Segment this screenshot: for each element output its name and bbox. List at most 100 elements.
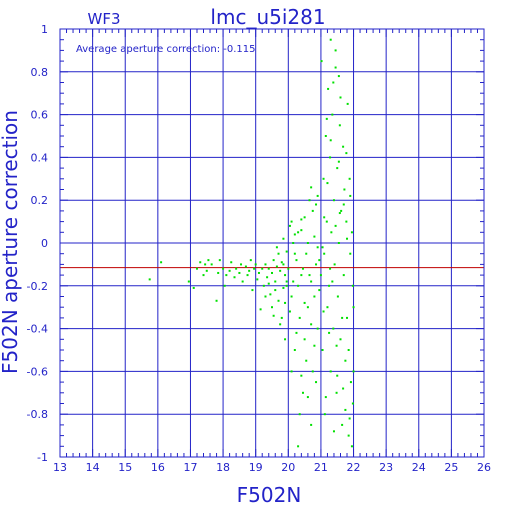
data-point <box>345 152 348 155</box>
data-point <box>275 265 278 268</box>
data-point <box>235 267 238 270</box>
y-tick-label: 0.4 <box>31 151 49 164</box>
data-point <box>195 267 198 270</box>
data-point <box>306 242 309 244</box>
data-point <box>308 199 311 202</box>
data-point <box>282 237 285 240</box>
data-point <box>332 81 335 84</box>
data-point <box>300 274 303 277</box>
data-point <box>244 265 247 268</box>
data-point <box>329 370 332 373</box>
data-point <box>303 301 306 304</box>
data-point <box>336 167 339 170</box>
y-tick-label: -0.8 <box>27 408 48 421</box>
data-point <box>324 396 327 399</box>
data-point <box>308 274 311 277</box>
data-point <box>352 370 355 373</box>
data-point <box>218 259 221 262</box>
data-point <box>343 188 346 191</box>
data-point <box>323 413 326 416</box>
y-tick-label: 0.8 <box>31 66 49 79</box>
data-point <box>256 278 259 281</box>
x-tick-label: 14 <box>86 461 100 474</box>
data-point <box>341 423 344 426</box>
data-point <box>315 203 318 206</box>
data-point <box>288 224 291 227</box>
data-point <box>331 280 334 283</box>
data-point <box>334 49 337 52</box>
data-point <box>318 289 321 292</box>
grid <box>59 28 485 458</box>
data-point <box>285 284 288 287</box>
data-point <box>323 252 326 255</box>
data-point <box>277 252 280 255</box>
data-point <box>342 387 345 390</box>
data-point <box>336 295 339 298</box>
data-point <box>253 267 256 270</box>
data-point <box>272 259 275 262</box>
data-point <box>293 233 296 236</box>
data-point <box>217 271 220 274</box>
data-point <box>298 413 301 416</box>
data-point <box>248 269 251 272</box>
data-point <box>326 306 329 309</box>
data-point <box>310 423 313 426</box>
data-point <box>271 271 273 274</box>
data-point <box>334 66 337 69</box>
data-point <box>298 316 301 319</box>
data-point <box>284 338 287 341</box>
data-point <box>241 280 244 283</box>
x-tick-label: 22 <box>347 461 361 474</box>
data-point <box>204 263 207 266</box>
data-point <box>225 274 228 277</box>
x-tick-label: 20 <box>281 461 295 474</box>
data-point <box>339 96 342 99</box>
data-point <box>325 220 328 223</box>
data-point <box>313 235 316 238</box>
data-point <box>329 139 332 142</box>
y-tick-label: 0.6 <box>31 109 49 122</box>
x-axis-label: F502N <box>237 483 302 507</box>
data-point <box>316 327 319 330</box>
data-point <box>325 117 328 120</box>
x-tick-label: 18 <box>216 461 230 474</box>
data-point <box>259 308 262 311</box>
x-tick-label: 26 <box>477 461 491 474</box>
data-point <box>310 323 313 326</box>
data-point <box>274 289 277 292</box>
data-point <box>267 267 270 270</box>
data-point <box>230 261 233 264</box>
data-point <box>285 280 288 283</box>
x-tick-label: 23 <box>379 461 393 474</box>
data-point <box>350 445 353 448</box>
data-point <box>349 252 352 255</box>
data-point <box>295 331 298 334</box>
data-point <box>350 231 353 234</box>
data-point <box>349 194 352 197</box>
data-point <box>290 295 293 298</box>
data-point <box>340 209 343 212</box>
data-point <box>310 280 313 283</box>
data-point <box>279 269 282 272</box>
data-point <box>284 301 287 304</box>
data-point <box>300 218 303 221</box>
data-point <box>275 246 278 249</box>
data-point <box>329 267 332 270</box>
data-point <box>346 237 349 240</box>
data-point <box>322 177 325 180</box>
data-point <box>303 216 306 219</box>
data-point <box>342 274 345 277</box>
data-point <box>249 259 252 262</box>
data-point <box>328 284 331 287</box>
data-point <box>293 252 296 255</box>
data-point <box>347 349 350 351</box>
data-point <box>339 338 342 341</box>
data-point <box>329 156 332 159</box>
data-point <box>316 194 319 197</box>
data-point <box>316 246 319 249</box>
data-point <box>352 306 355 309</box>
data-point <box>280 261 283 264</box>
data-point <box>320 60 323 63</box>
data-point <box>346 102 349 105</box>
data-point <box>285 250 288 253</box>
